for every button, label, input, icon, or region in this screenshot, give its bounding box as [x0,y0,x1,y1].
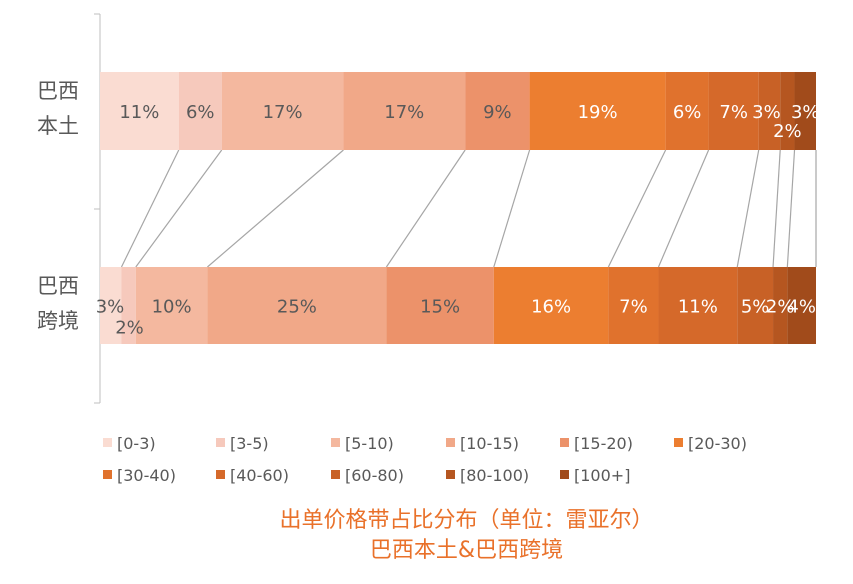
category-label-line2: 跨境 [37,309,79,333]
legend-swatch [103,470,112,479]
category-axis [94,13,101,404]
data-label: 6% [673,102,702,123]
legend-swatch [103,438,112,447]
data-label: 9% [483,102,512,123]
data-label: 7% [619,297,648,318]
legend-swatch [674,438,683,447]
data-label: 25% [277,297,317,318]
data-labels: 11% 6% 17% 17% 9% 19% 6% 7% 3%2%3%3%2%10% 25% 15% 1… [96,102,820,339]
bar-segment [658,267,738,344]
legend: [0-3) [3-5) [5-10) [10-15) [15-20) [20-30) [30… [103,434,747,485]
bar-segment [773,267,788,344]
data-label: 3% [791,102,820,123]
series-line [607,149,667,268]
chart-subtitle: 巴西本土&巴西跨境 [369,538,564,563]
data-label: 3% [96,297,125,318]
data-label: 4% [787,297,816,318]
bar-segment [737,267,774,344]
series-connector-lines [120,149,817,268]
bar-segment [178,72,222,150]
category-label-line2: 本土 [37,114,79,138]
bar-segment [221,72,344,150]
series-line [772,149,781,268]
series-line [135,149,223,268]
bar-segment [493,267,609,344]
bar-segment [100,72,179,150]
bar-segment [758,72,781,150]
series-line [736,149,760,268]
legend-entry: [15-20) [574,434,633,453]
legend-swatch [331,438,340,447]
bar-segments [100,72,816,344]
bar-segment [386,267,494,344]
legend-entry: [60-80) [345,466,404,485]
bar-segment [780,72,795,150]
legend-entry: [5-10) [345,434,394,453]
data-label: 6% [186,102,215,123]
legend-swatch [446,470,455,479]
category-label-line1: 巴西 [37,274,79,298]
legend-entry: [100+] [574,466,630,485]
series-line [385,149,466,268]
bar-segment [135,267,208,344]
bar-segment [529,72,666,150]
legend-swatch [216,438,225,447]
bar-segment [121,267,136,344]
bar-segment [665,72,709,150]
series-line [786,149,796,268]
data-label: 11% [678,297,718,318]
legend-swatch [560,438,569,447]
data-label: 17% [384,102,424,123]
data-label: 5% [741,297,770,318]
data-label: 3% [752,102,781,123]
legend-entry: [80-100) [460,466,529,485]
legend-swatch [331,470,340,479]
data-label: 2% [773,121,802,142]
data-label: 11% [119,102,159,123]
data-label: 7% [719,102,748,123]
bar-segment [608,267,659,344]
series-line [120,149,180,268]
series-line [657,149,710,268]
data-label: 10% [152,297,192,318]
category-label-line1: 巴西 [37,79,79,103]
bar-segment [787,267,816,344]
legend-entry: [3-5) [230,434,269,453]
legend-swatch [216,470,225,479]
legend-entry: [30-40) [117,466,176,485]
legend-entry: [20-30) [688,434,747,453]
bar-segment [207,267,387,344]
legend-entry: [40-60) [230,466,289,485]
chart-title: 出单价格带占比分布（单位：雷亚尔） [279,508,654,533]
legend-swatch [446,438,455,447]
data-label: 17% [263,102,303,123]
data-label: 2% [115,318,144,339]
series-line [493,149,531,268]
data-label: 2% [766,297,795,318]
bar-segment [100,267,122,344]
legend-entry: [0-3) [117,434,156,453]
data-label: 15% [420,297,460,318]
bar-segment [465,72,530,150]
data-label: 19% [578,102,618,123]
bar-segment [343,72,466,150]
data-label: 16% [531,297,571,318]
bar-segment [708,72,759,150]
chart-title-block: 出单价格带占比分布（单位：雷亚尔） 巴西本土&巴西跨境 [0,506,853,566]
legend-swatch [560,470,569,479]
bar-segment [794,72,816,150]
legend-entry: [10-15) [460,434,519,453]
series-line [207,149,344,268]
